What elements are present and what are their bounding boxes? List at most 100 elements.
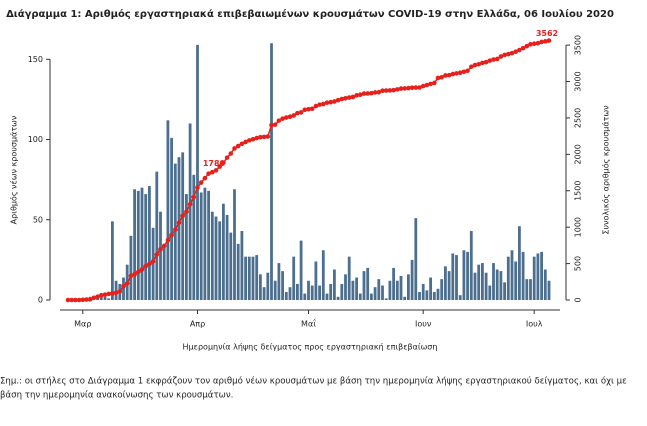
line-point: [269, 122, 274, 128]
line-point: [450, 71, 456, 77]
line-point: [276, 118, 282, 123]
line-point: [328, 99, 334, 105]
bar: [151, 227, 155, 300]
line-point: [128, 273, 134, 279]
bar: [510, 250, 514, 300]
line-point: [372, 90, 378, 95]
bar: [321, 250, 325, 300]
line-point: [287, 114, 293, 119]
bar: [484, 272, 488, 300]
line-point: [480, 60, 485, 66]
bar: [469, 230, 473, 300]
line-point: [443, 73, 448, 78]
line-point: [217, 164, 222, 169]
bar: [255, 255, 259, 300]
line-point: [184, 209, 189, 215]
line-point: [543, 39, 548, 44]
bar: [521, 251, 525, 300]
bar: [247, 256, 251, 300]
bar: [185, 194, 188, 300]
line-point: [117, 289, 123, 294]
line-point: [161, 243, 167, 249]
bar: [136, 190, 140, 300]
bar: [155, 171, 159, 300]
line-point: [383, 88, 389, 93]
line-point: [517, 47, 522, 53]
line-point: [106, 291, 111, 297]
bar: [284, 291, 288, 300]
data-label: 3562: [536, 29, 558, 38]
bar: [273, 280, 277, 300]
bar: [114, 280, 118, 300]
bar: [210, 211, 214, 300]
line-point: [224, 155, 230, 160]
line-point: [317, 102, 322, 107]
line-point: [73, 297, 78, 303]
line-point: [110, 291, 115, 296]
bar: [429, 277, 432, 300]
line-point: [250, 136, 256, 142]
line-point: [121, 283, 126, 289]
line-point: [247, 138, 252, 143]
bar: [229, 232, 233, 300]
bar: [410, 259, 414, 300]
bar: [532, 256, 536, 300]
bar: [144, 194, 148, 300]
line-point: [428, 81, 433, 87]
line-point: [354, 93, 359, 98]
bar: [262, 287, 266, 300]
line-point: [180, 213, 185, 219]
line-point: [395, 87, 400, 92]
line-point: [95, 294, 100, 300]
bar: [395, 280, 399, 300]
line-point: [376, 89, 382, 95]
bar: [377, 279, 381, 300]
line-point: [195, 185, 200, 190]
bar: [425, 290, 429, 300]
bar: [310, 285, 314, 300]
bar: [336, 296, 340, 300]
bar: [447, 271, 451, 300]
bar: [436, 288, 440, 300]
line-point: [147, 261, 152, 267]
line-point: [476, 61, 482, 67]
line-point: [258, 134, 263, 140]
bar: [381, 285, 384, 300]
line-point: [272, 122, 278, 127]
line-point: [136, 269, 141, 275]
y2-tick-label: 1500: [574, 181, 583, 201]
bar: [358, 293, 362, 300]
line-point: [76, 297, 82, 303]
line-point: [84, 297, 89, 302]
line-point: [198, 180, 204, 185]
line-point: [539, 39, 544, 45]
bar: [303, 293, 307, 300]
x-tick-label: Ιουλ: [526, 320, 543, 329]
bar: [196, 44, 199, 301]
line-point: [506, 51, 511, 57]
line-point: [465, 68, 470, 74]
line-point: [221, 160, 226, 166]
line-point: [213, 168, 219, 173]
y2-tick-label: 2000: [574, 144, 583, 164]
bar: [296, 283, 299, 300]
bar: [111, 221, 114, 300]
bar: [481, 263, 484, 300]
bar: [170, 137, 173, 300]
line-point: [491, 57, 496, 62]
bar: [244, 256, 247, 300]
x-tick-label: Απρ: [190, 320, 205, 329]
line-point: [254, 135, 259, 141]
bar: [451, 253, 455, 300]
line-point: [350, 94, 356, 100]
line-point: [398, 86, 404, 91]
y2-tick-label: 500: [574, 256, 583, 271]
bar: [403, 296, 407, 300]
line-point: [302, 107, 308, 113]
bar: [340, 283, 344, 300]
bar: [277, 263, 281, 300]
line-point: [432, 80, 437, 86]
line-point: [295, 110, 300, 116]
bar: [540, 251, 543, 300]
line-point: [102, 292, 108, 297]
